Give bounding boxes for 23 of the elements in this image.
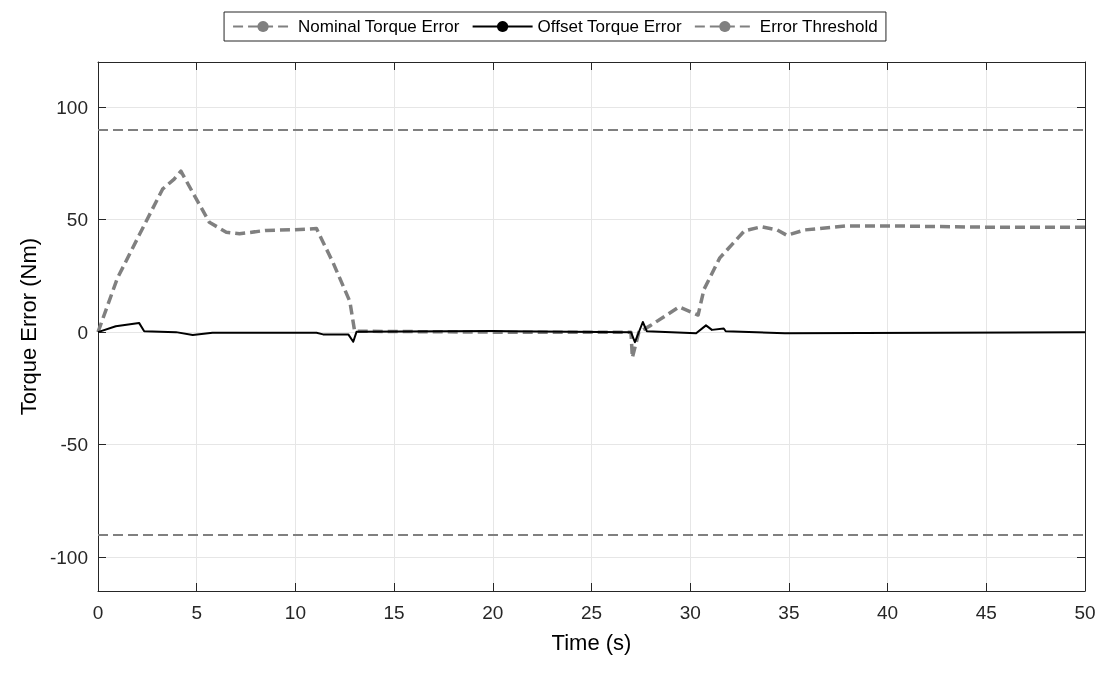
legend-label: Nominal Torque Error (298, 17, 460, 36)
x-tick-label: 50 (1074, 602, 1096, 623)
x-tick-label: 25 (580, 602, 603, 623)
y-tick-label: -50 (60, 434, 88, 456)
x-tick-label: 20 (482, 602, 504, 623)
line-series (97, 321, 1086, 344)
x-tick-label: 45 (975, 602, 997, 623)
legend-label: Error Threshold (759, 17, 878, 36)
x-tick-label: 40 (877, 602, 899, 623)
x-axis-title: Time (s) (551, 629, 632, 655)
y-axis-title: Torque Error (Nm) (15, 237, 41, 416)
y-tick-label: 50 (66, 209, 88, 231)
y-tick-label: 100 (56, 96, 88, 118)
y-tick-label: 0 (77, 321, 88, 343)
line-series (96, 169, 1087, 360)
x-tick-label: 0 (92, 602, 104, 623)
x-tick-label: 35 (778, 602, 800, 623)
x-tick-label: 10 (284, 602, 306, 623)
x-tick-label: 30 (679, 602, 701, 623)
x-tick-label: 5 (191, 602, 202, 623)
legend-label: Offset Torque Error (537, 17, 682, 36)
x-tick-label: 15 (383, 602, 405, 623)
y-tick-label: -100 (49, 546, 88, 568)
